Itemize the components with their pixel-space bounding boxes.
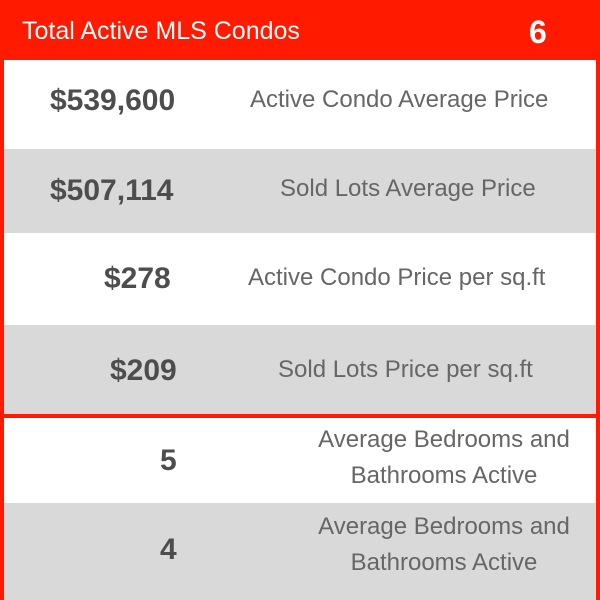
stat-label: Average Bedrooms and Bathrooms Active bbox=[318, 513, 570, 576]
stat-value: $507,114 bbox=[50, 174, 174, 207]
stat-value: $539,600 bbox=[50, 84, 176, 117]
stat-value: $209 bbox=[110, 354, 177, 387]
header-title: Total Active MLS Condos bbox=[22, 17, 300, 45]
stat-label: Sold Lots Average Price bbox=[280, 175, 536, 202]
section-divider bbox=[4, 414, 596, 418]
header-bar: Total Active MLS Condos 6 bbox=[0, 0, 600, 60]
stat-value: 5 bbox=[160, 444, 177, 477]
stat-row-active-average-price: $539,600 Active Condo Average Price bbox=[4, 60, 596, 149]
stat-row-sold-average-price: $507,114 Sold Lots Average Price bbox=[4, 149, 596, 233]
stat-label: Sold Lots Price per sq.ft bbox=[278, 356, 533, 383]
stat-row-sold-price-per-sqft: $209 Sold Lots Price per sq.ft bbox=[4, 325, 596, 414]
stat-row-bedrooms-bathrooms-active-1: 5 Average Bedrooms and Bathrooms Active bbox=[4, 418, 596, 503]
stat-label: Active Condo Price per sq.ft bbox=[248, 264, 546, 291]
stat-row-bedrooms-bathrooms-active-2: 4 Average Bedrooms and Bathrooms Active bbox=[4, 503, 596, 600]
stat-row-active-price-per-sqft: $278 Active Condo Price per sq.ft bbox=[4, 233, 596, 325]
stat-label: Average Bedrooms and Bathrooms Active bbox=[318, 426, 570, 489]
stat-value: 4 bbox=[160, 533, 177, 566]
stat-label: Active Condo Average Price bbox=[250, 86, 549, 113]
stat-value: $278 bbox=[104, 262, 171, 295]
active-condo-count: 6 bbox=[529, 14, 547, 50]
stats-list: $539,600 Active Condo Average Price $507… bbox=[4, 60, 596, 600]
